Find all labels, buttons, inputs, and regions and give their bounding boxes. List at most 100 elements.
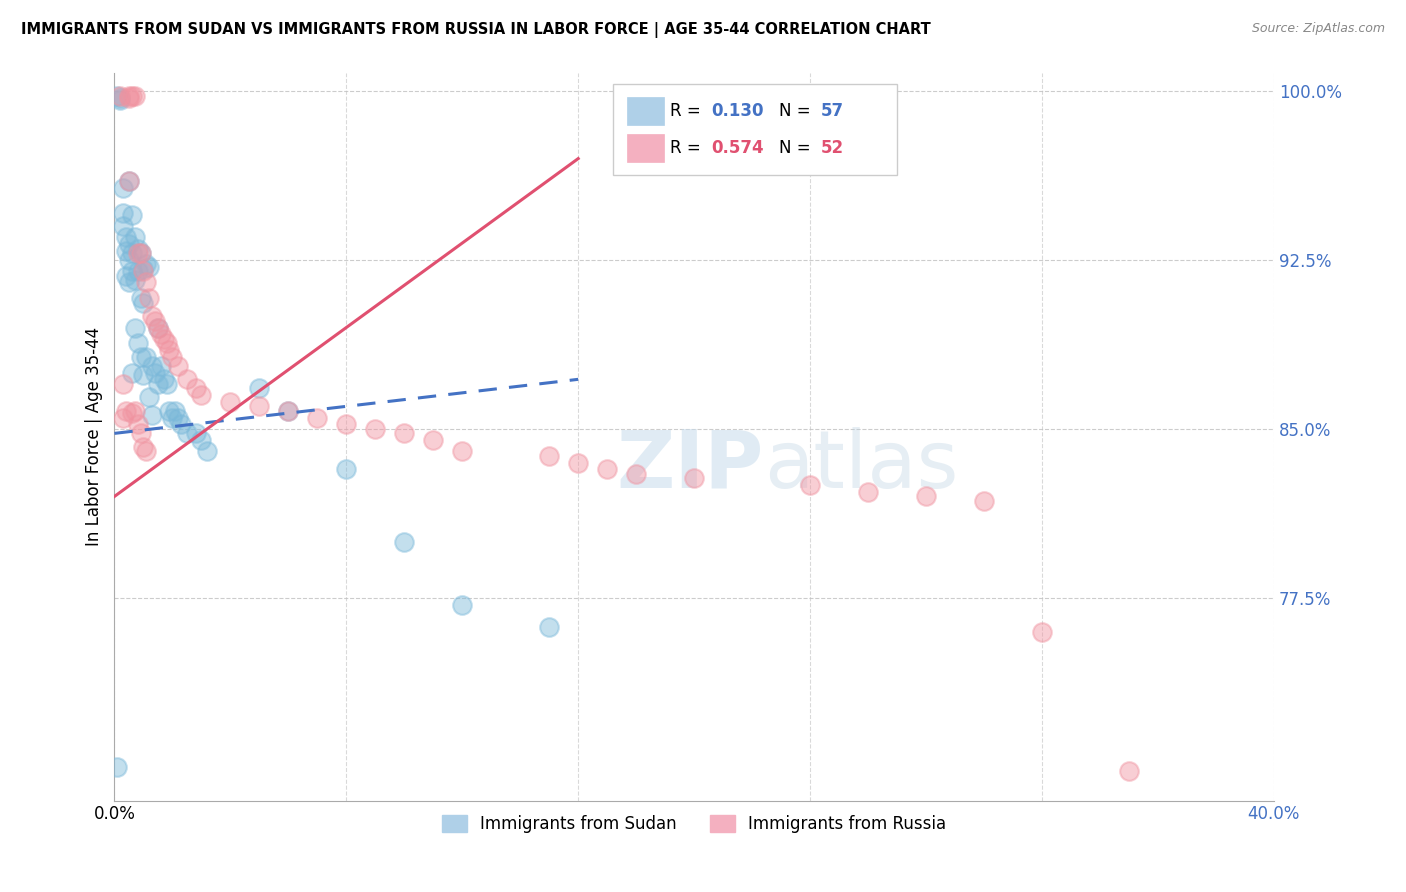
Point	[146, 376, 169, 391]
Point	[118, 174, 141, 188]
Point	[118, 88, 141, 103]
Point	[132, 368, 155, 382]
Point	[195, 444, 218, 458]
Point	[247, 381, 270, 395]
Text: 0.130: 0.130	[711, 102, 763, 120]
Text: Source: ZipAtlas.com: Source: ZipAtlas.com	[1251, 22, 1385, 36]
Point	[124, 88, 146, 103]
Point	[132, 440, 155, 454]
Point	[108, 88, 131, 103]
Point	[108, 93, 131, 107]
Point	[121, 208, 143, 222]
Point	[143, 314, 166, 328]
Point	[155, 336, 177, 351]
Point	[112, 181, 135, 195]
Point	[277, 404, 299, 418]
Point	[149, 359, 172, 373]
Text: atlas: atlas	[763, 427, 957, 505]
Point	[1031, 624, 1053, 639]
Point	[118, 174, 141, 188]
Point	[146, 320, 169, 334]
Point	[567, 456, 589, 470]
Point	[129, 350, 152, 364]
Point	[115, 404, 138, 418]
Point	[1118, 764, 1140, 779]
Point	[129, 291, 152, 305]
Point	[190, 433, 212, 447]
Point	[135, 444, 157, 458]
Point	[184, 381, 207, 395]
Point	[127, 264, 149, 278]
Point	[138, 260, 160, 274]
Point	[451, 598, 474, 612]
Point	[451, 444, 474, 458]
Point	[127, 336, 149, 351]
Point	[141, 310, 163, 324]
Point	[335, 462, 357, 476]
Point	[112, 376, 135, 391]
Point	[159, 343, 181, 357]
Point	[108, 91, 131, 105]
Point	[141, 409, 163, 423]
Point	[159, 404, 181, 418]
Text: R =: R =	[669, 139, 706, 157]
Text: N =: N =	[779, 139, 815, 157]
Point	[118, 276, 141, 290]
Point	[132, 264, 155, 278]
Point	[307, 410, 329, 425]
FancyBboxPatch shape	[627, 134, 664, 161]
Text: 0.574: 0.574	[711, 139, 765, 157]
Point	[247, 400, 270, 414]
Point	[124, 230, 146, 244]
Point	[105, 760, 128, 774]
Point	[335, 417, 357, 432]
Point	[118, 91, 141, 105]
Point	[121, 246, 143, 260]
Point	[165, 404, 187, 418]
Point	[129, 426, 152, 441]
Point	[184, 426, 207, 441]
Point	[155, 376, 177, 391]
Point	[112, 410, 135, 425]
Text: R =: R =	[669, 102, 706, 120]
Point	[799, 478, 821, 492]
Point	[129, 246, 152, 260]
Text: ZIP: ZIP	[616, 427, 763, 505]
Point	[112, 219, 135, 234]
Point	[152, 372, 174, 386]
Point	[219, 395, 242, 409]
Point	[167, 359, 190, 373]
Point	[135, 276, 157, 290]
Point	[176, 426, 198, 441]
Point	[394, 426, 416, 441]
Point	[141, 359, 163, 373]
Point	[115, 230, 138, 244]
Point	[124, 320, 146, 334]
Point	[538, 620, 561, 634]
Point	[138, 390, 160, 404]
Point	[152, 332, 174, 346]
Text: 52: 52	[821, 139, 844, 157]
Point	[135, 350, 157, 364]
Point	[121, 366, 143, 380]
Point	[146, 320, 169, 334]
Point	[149, 327, 172, 342]
Point	[105, 88, 128, 103]
Point	[596, 462, 619, 476]
Point	[127, 246, 149, 260]
Point	[394, 534, 416, 549]
Point	[538, 449, 561, 463]
Point	[135, 257, 157, 271]
Y-axis label: In Labor Force | Age 35-44: In Labor Force | Age 35-44	[86, 327, 103, 546]
Point	[115, 268, 138, 283]
Point	[127, 417, 149, 432]
Point	[129, 246, 152, 260]
Point	[127, 242, 149, 256]
Point	[124, 273, 146, 287]
Legend: Immigrants from Sudan, Immigrants from Russia: Immigrants from Sudan, Immigrants from R…	[434, 808, 953, 839]
Point	[143, 366, 166, 380]
Text: 57: 57	[821, 102, 844, 120]
Point	[121, 264, 143, 278]
Point	[277, 404, 299, 418]
Point	[683, 471, 706, 485]
